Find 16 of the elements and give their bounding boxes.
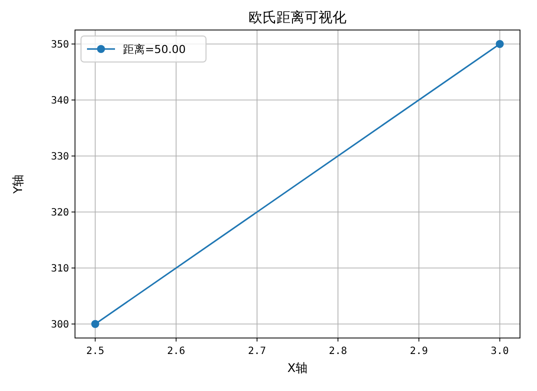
y-tick-label: 330 bbox=[50, 152, 69, 162]
y-tick-label: 300 bbox=[50, 320, 69, 330]
y-tick-label: 340 bbox=[50, 96, 69, 106]
x-tick-label: 2.9 bbox=[410, 346, 428, 357]
x-axis-title: X轴 bbox=[287, 361, 308, 375]
x-tick-label: 3.0 bbox=[490, 346, 509, 357]
x-tick-label: 2.7 bbox=[248, 346, 266, 357]
x-tick-label: 2.5 bbox=[86, 346, 104, 357]
y-tick-label: 320 bbox=[50, 208, 69, 218]
chart-title: 欧氏距离可视化 bbox=[248, 10, 346, 26]
x-tick-label: 2.8 bbox=[328, 346, 347, 357]
y-axis-title: Y轴 bbox=[11, 174, 25, 195]
legend-label: 距离=50.00 bbox=[123, 43, 186, 56]
y-tick-label: 350 bbox=[50, 40, 69, 50]
x-tick-label: 2.6 bbox=[167, 346, 186, 357]
y-tick-label: 310 bbox=[50, 264, 69, 274]
